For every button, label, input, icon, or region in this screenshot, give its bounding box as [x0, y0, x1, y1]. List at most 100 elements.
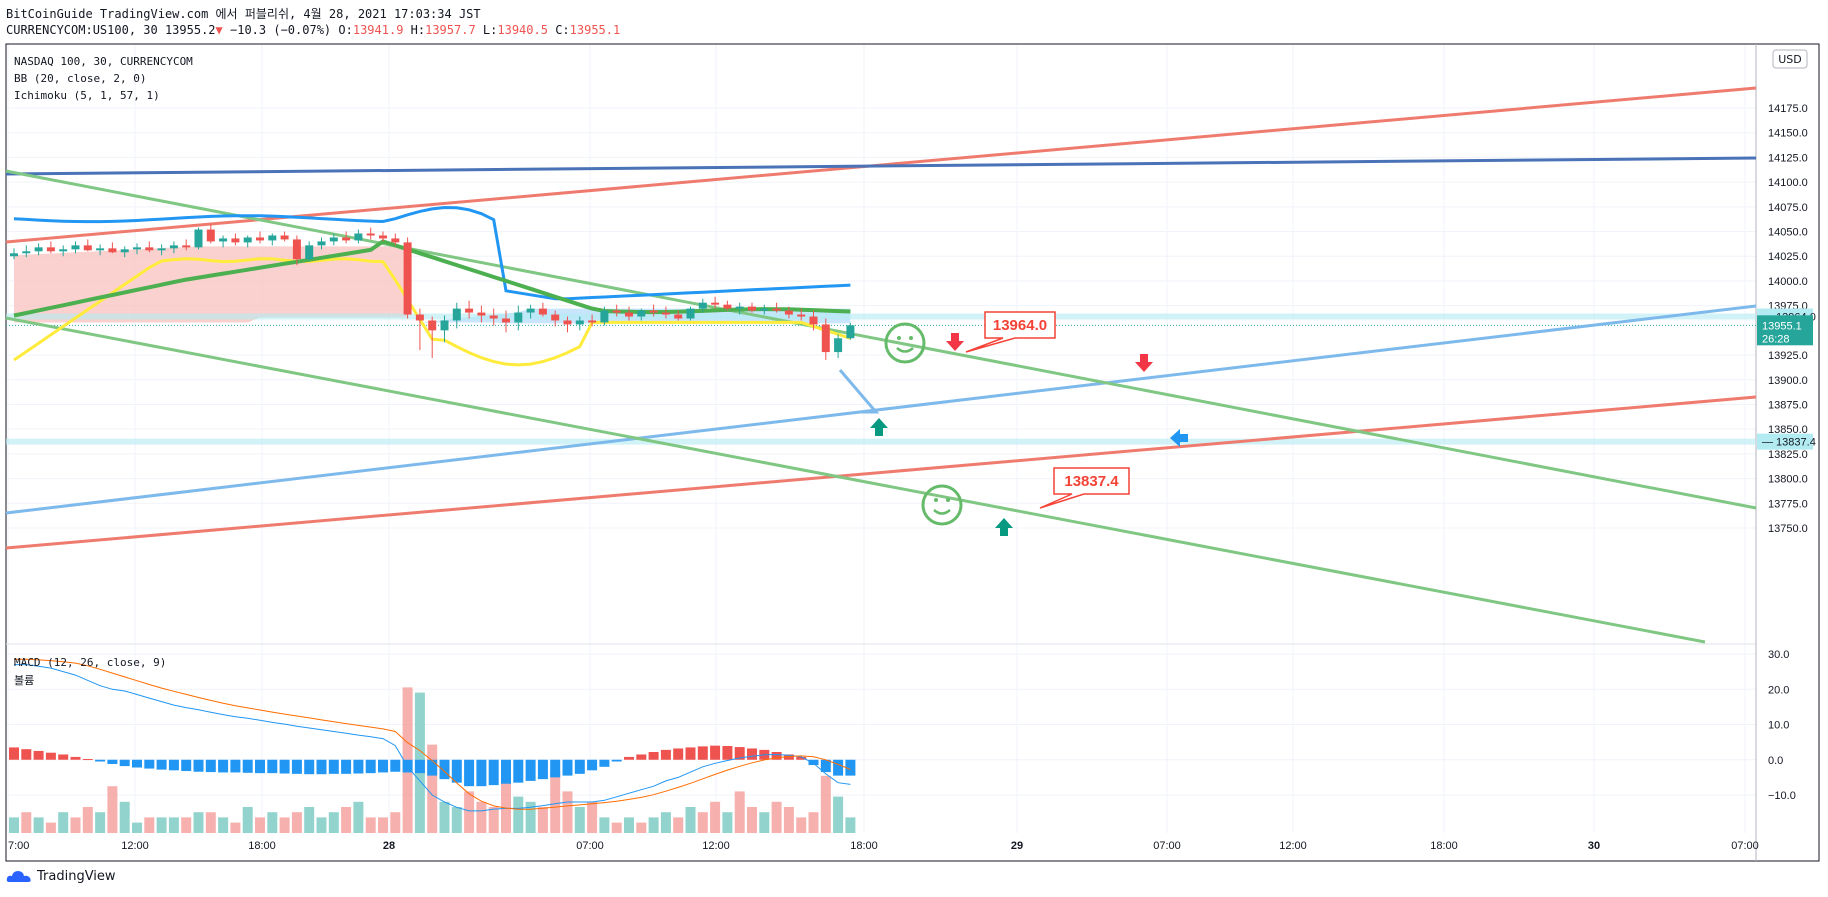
trend-lines	[5, 86, 1757, 644]
volume-bar	[734, 791, 745, 833]
volume-bar	[316, 817, 327, 833]
volume-bar	[205, 812, 216, 833]
candle-body	[784, 310, 793, 315]
volume-bar	[255, 817, 265, 833]
time-tick-label: 07:00	[576, 840, 604, 852]
candle-body	[305, 245, 314, 260]
volume-bar	[168, 817, 179, 833]
candle-body	[846, 325, 855, 339]
candle-body	[600, 310, 609, 323]
macd-histogram-bar	[488, 759, 499, 786]
legend-bb[interactable]: BB (20, close, 2, 0)	[14, 72, 147, 85]
macd-pane	[9, 658, 856, 833]
candle-body	[477, 312, 486, 316]
volume-bar	[562, 791, 573, 833]
volume-bar	[636, 822, 647, 833]
volume-bar	[230, 822, 241, 833]
macd-histogram-bar	[451, 759, 462, 783]
open-label: O:	[338, 23, 353, 37]
volume-bar	[747, 807, 757, 833]
macd-histogram-bar	[414, 759, 425, 774]
price-tick-label: 13825.0	[1768, 449, 1808, 461]
currency-badge[interactable]: USD	[1772, 49, 1808, 69]
down-arrow-icon: ▼	[215, 23, 223, 37]
volume-bar	[808, 812, 819, 833]
candle-body	[391, 238, 400, 243]
macd-histogram-bar	[168, 759, 179, 771]
candle-body	[538, 308, 547, 315]
macd-histogram-bar	[218, 759, 229, 773]
low-label: L:	[482, 23, 498, 37]
candle-body	[661, 312, 670, 315]
volume-bar	[119, 801, 130, 833]
macd-histogram-bar	[255, 759, 265, 774]
macd-histogram-bar	[365, 759, 376, 774]
price-tick-label: 14125.0	[1768, 152, 1808, 164]
legend-symbol[interactable]: NASDAQ 100, 30, CURRENCYCOM	[14, 55, 193, 68]
macd-histogram-bar	[550, 759, 561, 778]
macd-tick-label: −10.0	[1768, 790, 1796, 802]
price-tick-label: 14150.0	[1768, 128, 1808, 140]
legend-macd[interactable]: MACD (12, 26, close, 9)	[14, 656, 167, 669]
price-tag-label: — 13837.4	[1762, 437, 1816, 449]
volume-bar	[660, 812, 671, 833]
volume-bar	[439, 801, 450, 833]
trendline-green-upper	[5, 169, 1757, 510]
volume-bar	[611, 822, 622, 833]
volume-bar	[95, 812, 106, 833]
candle-body	[551, 314, 560, 321]
macd-histogram-bar	[808, 759, 819, 766]
left-arrow-icon	[1170, 429, 1188, 447]
volume-bar	[722, 812, 733, 833]
time-tick-label: 28	[383, 840, 395, 852]
volume-bar	[144, 817, 155, 833]
legend-ichimoku[interactable]: Ichimoku (5, 1, 57, 1)	[14, 89, 160, 102]
candle-body	[735, 306, 744, 309]
macd-histogram-bar	[747, 748, 757, 760]
macd-histogram-bar	[574, 759, 585, 774]
candle-body	[59, 249, 68, 252]
macd-histogram-bar	[119, 759, 130, 767]
time-axis: 7:00 12:00 18:00 28 07:00 12:00 18:00 29 07:00 12…	[8, 840, 1759, 852]
macd-histogram-bar	[45, 752, 56, 760]
candle-body	[452, 308, 461, 321]
macd-tick-label: 0.0	[1768, 755, 1783, 767]
macd-histogram-bar	[660, 749, 671, 760]
macd-histogram-bar	[710, 745, 721, 760]
volume-bar	[365, 817, 376, 833]
macd-histogram-bar	[267, 759, 278, 774]
macd-histogram-bar	[771, 751, 782, 760]
volume-bar	[242, 807, 253, 833]
time-tick-label: 12:00	[1279, 840, 1307, 852]
candle-body	[809, 316, 818, 325]
tradingview-logo[interactable]: TradingView	[6, 868, 116, 884]
volume-bar	[353, 801, 364, 833]
legend-volume[interactable]: 볼륨	[14, 674, 35, 687]
volume-bar	[107, 786, 118, 833]
candle-body	[514, 312, 523, 323]
candle-body	[723, 304, 732, 309]
price-tick-label: 13900.0	[1768, 375, 1808, 387]
symbol-interval: CURRENCYCOM:US100, 30	[6, 23, 158, 37]
high-value: 13957.7	[425, 23, 476, 37]
last-price-tag: 13955.126:28	[1757, 315, 1813, 346]
candle-body	[403, 242, 412, 315]
volume-bar	[759, 812, 770, 833]
candle-body	[379, 235, 387, 239]
candle-body	[637, 310, 646, 317]
price-tick-label: 14175.0	[1768, 103, 1808, 115]
candle-body	[342, 237, 351, 241]
trendline-navy	[5, 156, 1757, 176]
time-tick-label: 07:00	[1153, 840, 1181, 852]
macd-histogram-bar	[833, 759, 844, 776]
close-label: C:	[555, 23, 570, 37]
volume-bar	[845, 817, 856, 833]
candle-body	[34, 247, 43, 252]
macd-histogram-bar	[796, 756, 807, 760]
price-change: −10.3 (−0.07%)	[230, 23, 332, 37]
volume-bar	[181, 817, 192, 833]
candle-body	[760, 308, 769, 311]
bar-countdown-label: 26:28	[1762, 333, 1790, 345]
